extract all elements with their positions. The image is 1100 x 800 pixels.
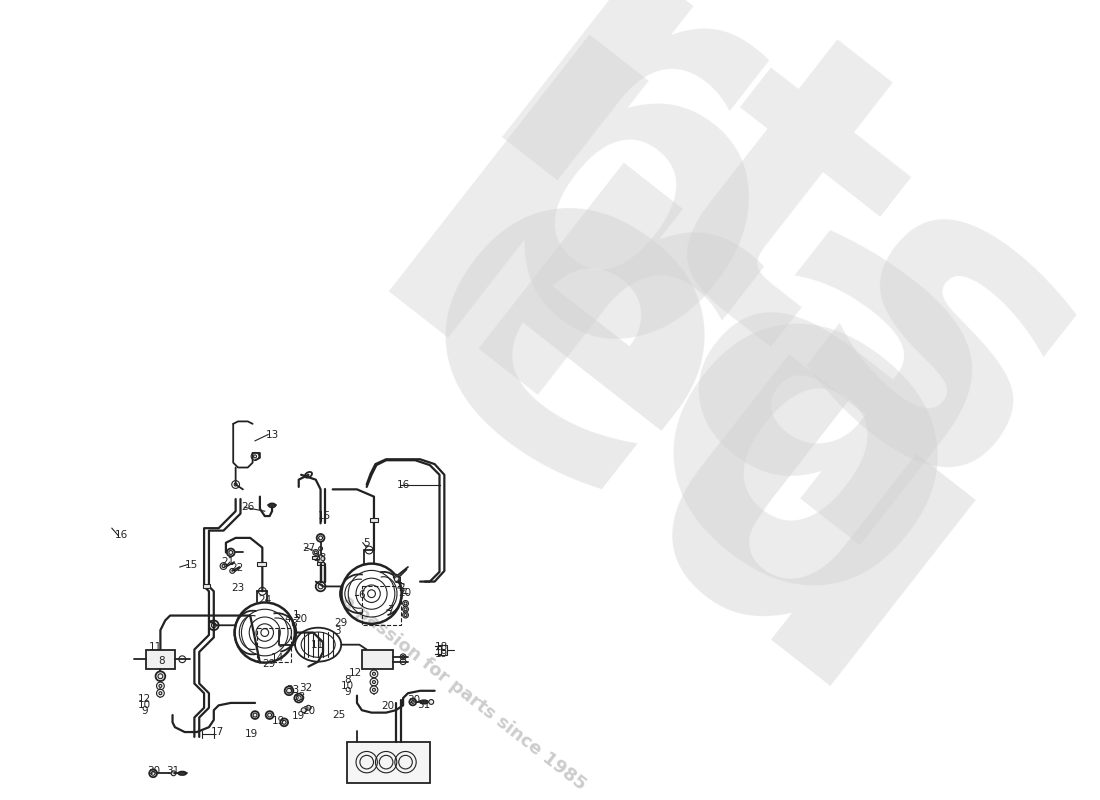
Text: 24: 24 [258,595,272,605]
Text: 7: 7 [387,606,394,615]
Text: 13: 13 [265,430,278,439]
Text: 8: 8 [344,674,351,685]
Text: ro: ro [386,90,1044,732]
Text: 28: 28 [314,554,327,563]
Circle shape [370,686,378,694]
Circle shape [306,706,311,710]
Circle shape [403,606,408,612]
Text: 12: 12 [349,668,362,678]
Text: 19: 19 [245,730,258,739]
Circle shape [156,690,164,697]
Text: 25: 25 [332,710,345,720]
Bar [202,585,210,588]
Text: 22: 22 [231,563,244,574]
Text: 32: 32 [299,683,312,694]
Text: 29: 29 [334,618,348,628]
Bar [257,628,292,662]
Circle shape [285,686,294,695]
Text: 16: 16 [396,481,409,490]
Circle shape [403,612,408,618]
Circle shape [394,574,398,579]
Text: 20: 20 [381,702,394,711]
Text: 14: 14 [272,654,285,663]
Bar [438,645,448,655]
Circle shape [172,771,176,776]
Bar [362,650,394,669]
Circle shape [301,708,306,713]
Text: 1: 1 [293,610,299,619]
Text: 3: 3 [334,626,341,636]
Circle shape [230,569,234,574]
Text: 19: 19 [272,716,286,726]
Text: 10: 10 [138,700,151,710]
Text: 6: 6 [290,619,297,630]
Circle shape [266,711,274,719]
Text: 29: 29 [262,659,275,669]
Circle shape [251,711,258,719]
Text: 5: 5 [363,538,370,548]
Text: rts: rts [415,0,1100,591]
Text: 30: 30 [147,766,161,776]
Text: 15: 15 [317,511,331,521]
Text: 16: 16 [114,530,129,541]
Bar [362,586,400,626]
Circle shape [395,577,399,582]
Bar [370,518,378,522]
Bar [146,650,175,669]
Circle shape [403,601,408,606]
Text: 11: 11 [148,642,162,652]
Text: 9: 9 [344,687,351,698]
Text: 20: 20 [301,706,315,716]
Circle shape [227,549,234,556]
Circle shape [370,678,378,686]
Circle shape [280,718,288,726]
Circle shape [295,694,304,702]
Text: 19: 19 [436,649,449,659]
Text: 8: 8 [158,656,165,666]
Text: 18: 18 [436,642,449,652]
Text: pa: pa [352,0,1081,659]
Text: 21: 21 [222,557,235,567]
Text: 2: 2 [398,583,405,593]
Text: 6: 6 [358,590,365,600]
Bar [348,742,430,783]
Text: 27: 27 [302,542,316,553]
Circle shape [155,671,165,681]
Text: 31: 31 [417,700,430,710]
Text: 19: 19 [292,711,305,721]
Circle shape [370,670,378,678]
Text: 33: 33 [286,686,299,695]
Text: 10: 10 [341,681,354,691]
Text: 12: 12 [138,694,151,703]
Circle shape [317,555,324,562]
Bar [317,562,324,565]
Text: 30: 30 [407,694,420,705]
Text: a passion for parts since 1985: a passion for parts since 1985 [338,592,590,794]
Text: 9: 9 [141,706,147,716]
Circle shape [317,534,324,542]
Text: 31: 31 [166,766,179,776]
Bar [257,562,266,566]
Text: 11: 11 [311,640,324,650]
Text: 4: 4 [284,614,290,625]
Circle shape [220,562,227,570]
Circle shape [429,699,433,704]
Text: 20: 20 [294,614,307,625]
Text: 4: 4 [395,577,402,587]
Text: eu: eu [328,93,1057,790]
Circle shape [312,550,319,555]
Text: 33: 33 [293,692,306,702]
Circle shape [156,682,164,690]
Text: 26: 26 [241,502,254,512]
Text: 23: 23 [231,583,244,593]
Text: 20: 20 [398,588,411,598]
Bar [312,556,319,558]
Text: 15: 15 [185,559,198,570]
Text: 17: 17 [211,727,224,737]
